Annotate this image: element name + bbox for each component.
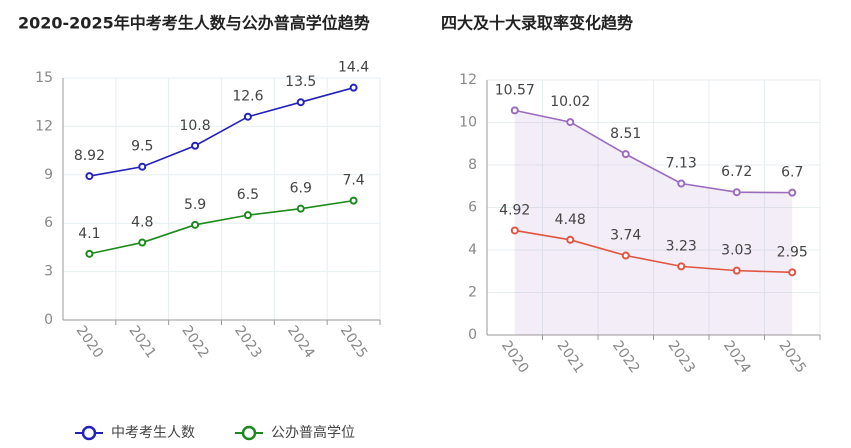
- point: [349, 196, 358, 205]
- point: [732, 188, 741, 197]
- legend-label: 中考考生人数: [111, 425, 195, 441]
- data-label: 6.5: [237, 187, 259, 203]
- data-label: 4.1: [78, 226, 100, 242]
- x-tick-label: 2021: [125, 323, 159, 361]
- data-label: 6.9: [290, 181, 312, 197]
- y-tick-label: 0: [44, 312, 53, 328]
- y-tick-label: 6: [468, 200, 477, 216]
- data-label: 3.03: [721, 243, 752, 259]
- x-tick-label: 2024: [720, 338, 754, 376]
- point: [138, 238, 147, 247]
- point: [510, 106, 519, 115]
- chart-title: 2020-2025年中考考生人数与公办普高学位趋势: [18, 14, 370, 33]
- y-tick-label: 9: [44, 167, 53, 183]
- line: [514, 109, 793, 194]
- data-label: 13.5: [285, 74, 316, 90]
- point: [510, 226, 519, 235]
- point: [349, 83, 358, 92]
- point: [138, 162, 147, 171]
- y-tick-label: 12: [35, 118, 53, 134]
- x-tick-label: 2022: [178, 323, 212, 361]
- y-tick-label: 8: [468, 157, 477, 173]
- legend-marker: [81, 425, 97, 441]
- legend-marker: [241, 425, 257, 441]
- data-label: 7.4: [342, 173, 364, 189]
- x-tick-label: 2022: [609, 338, 643, 376]
- y-tick-label: 15: [35, 70, 53, 86]
- point: [732, 266, 741, 275]
- data-label: 3.23: [666, 238, 697, 254]
- y-tick-label: 2: [468, 285, 477, 301]
- point: [621, 251, 630, 260]
- point: [677, 262, 686, 271]
- data-label: 4.8: [131, 215, 153, 231]
- data-label: 10.8: [179, 118, 210, 134]
- data-label: 9.5: [131, 139, 153, 155]
- y-tick-label: 4: [468, 242, 477, 258]
- legend-label: 公办普高学位: [271, 424, 355, 441]
- y-tick-label: 10: [459, 115, 477, 131]
- y-tick-label: 3: [44, 264, 53, 280]
- y-tick-label: 6: [44, 215, 53, 231]
- data-label: 8.51: [610, 126, 641, 142]
- y-tick-label: 12: [459, 72, 477, 88]
- x-tick-label: 2024: [284, 323, 318, 361]
- point: [788, 188, 797, 197]
- point: [243, 112, 252, 121]
- data-label: 14.4: [338, 60, 369, 76]
- x-tick-label: 2020: [73, 323, 107, 361]
- point: [296, 204, 305, 213]
- line: [89, 199, 354, 255]
- data-label: 4.92: [499, 202, 530, 218]
- point: [677, 179, 686, 188]
- point: [566, 118, 575, 127]
- point: [296, 98, 305, 107]
- point: [788, 268, 797, 277]
- data-label: 2.95: [777, 244, 808, 260]
- x-tick-label: 2023: [664, 338, 698, 376]
- point: [621, 150, 630, 159]
- point: [243, 211, 252, 220]
- data-label: 7.13: [666, 155, 697, 171]
- data-label: 8.92: [74, 148, 105, 164]
- area: [514, 110, 793, 335]
- line: [514, 229, 793, 274]
- x-tick-label: 2020: [498, 338, 532, 376]
- x-tick-label: 2021: [553, 338, 587, 376]
- point: [85, 249, 94, 258]
- x-tick-label: 2025: [775, 338, 809, 376]
- x-tick-label: 2025: [337, 323, 371, 361]
- data-label: 10.57: [495, 82, 535, 98]
- point: [566, 235, 575, 244]
- y-tick-label: 0: [468, 327, 477, 343]
- data-label: 4.48: [555, 212, 586, 228]
- chart-title: 四大及十大录取率变化趋势: [441, 14, 633, 33]
- point: [85, 172, 94, 181]
- point: [191, 220, 200, 229]
- data-label: 6.72: [721, 164, 752, 180]
- x-tick-label: 2023: [231, 323, 265, 361]
- data-label: 6.7: [781, 165, 803, 181]
- line: [89, 86, 354, 177]
- data-label: 10.02: [550, 94, 590, 110]
- data-label: 12.6: [232, 89, 263, 105]
- point: [191, 141, 200, 150]
- data-label: 3.74: [610, 228, 641, 244]
- data-label: 5.9: [184, 197, 206, 213]
